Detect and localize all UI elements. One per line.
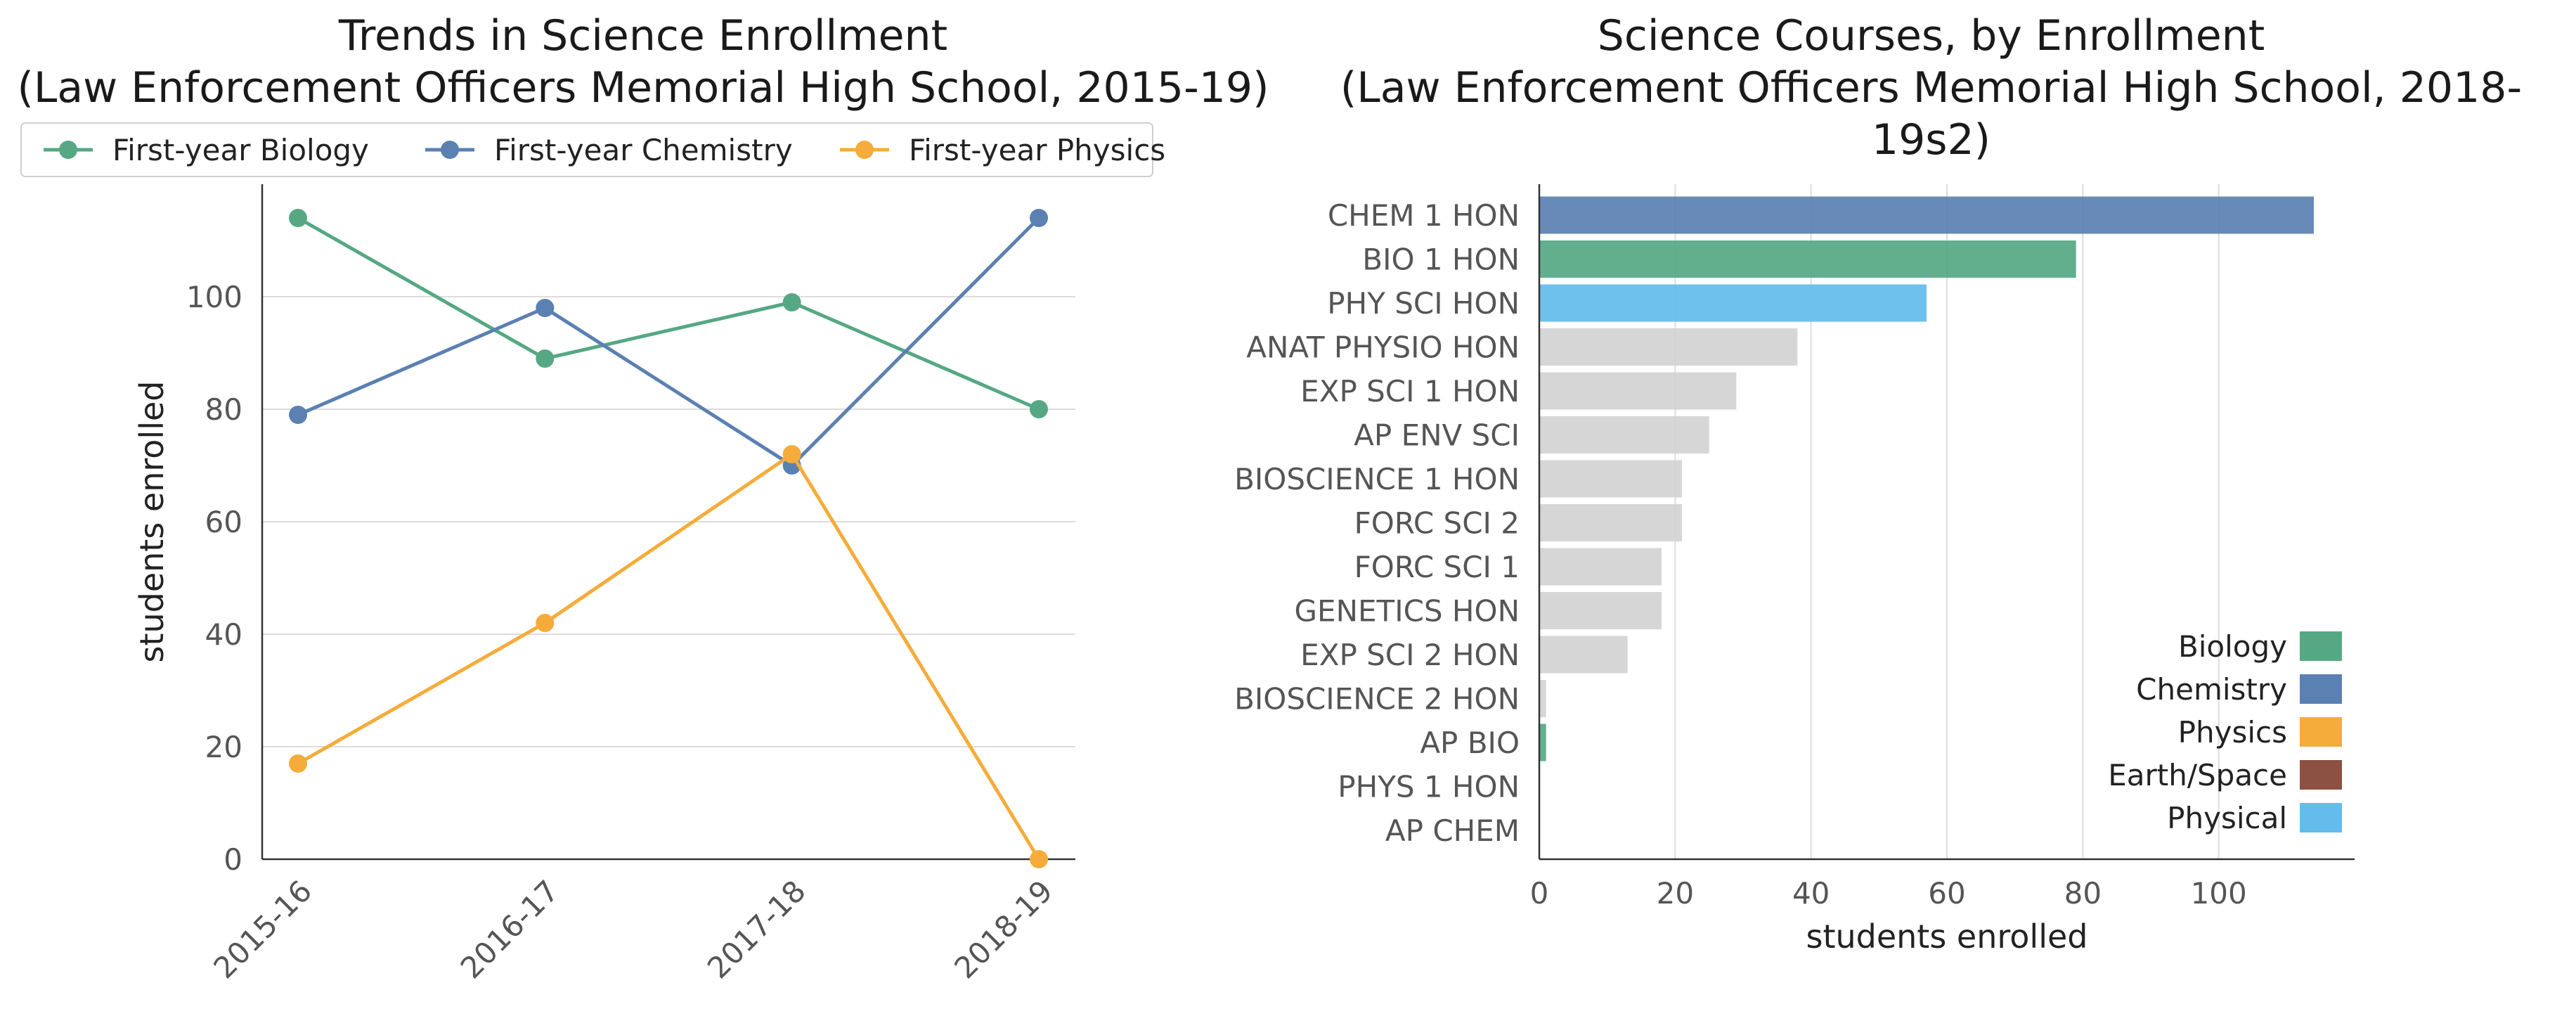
x-tick-label: 2017-18 — [701, 873, 813, 985]
y-tick-label: BIOSCIENCE 1 HON — [1234, 462, 1520, 496]
y-tick-label: BIO 1 HON — [1362, 243, 1520, 277]
x-tick-label: 2016-17 — [454, 873, 566, 985]
x-tick-label: 80 — [2064, 876, 2102, 911]
line-chart-title: Trends in Science Enrollment — [338, 11, 948, 60]
line-chart-title-block: Trends in Science Enrollment (Law Enforc… — [0, 10, 1286, 114]
bar — [1539, 636, 1628, 674]
legend-swatch-marker — [441, 141, 459, 159]
x-tick-label: 20 — [1657, 876, 1694, 911]
y-tick-label: 100 — [186, 280, 242, 314]
bar-chart-title-block: Science Courses, by Enrollment (Law Enfo… — [1286, 10, 2576, 166]
data-point — [536, 614, 555, 632]
legend-label: Biology — [2178, 629, 2287, 664]
legend-label: Earth/Space — [2108, 758, 2287, 792]
y-tick-label: 80 — [205, 392, 242, 427]
line-legend-box — [20, 122, 1153, 177]
x-axis-label: students enrolled — [1806, 918, 2088, 956]
legend-swatch — [2300, 803, 2342, 832]
y-tick-label: 40 — [205, 617, 242, 652]
bar — [1539, 504, 1682, 541]
bar — [1539, 240, 2076, 278]
bar — [1539, 592, 1662, 629]
x-tick-label: 0 — [1530, 876, 1549, 911]
y-tick-label: BIOSCIENCE 2 HON — [1234, 682, 1520, 716]
y-tick-label: PHY SCI HON — [1327, 286, 1520, 321]
y-tick-label: AP CHEM — [1385, 814, 1520, 848]
legend-label: First-year Physics — [909, 133, 1165, 167]
y-tick-label: FORC SCI 1 — [1354, 550, 1520, 584]
y-tick-label: AP ENV SCI — [1354, 418, 1520, 453]
y-tick-label: EXP SCI 1 HON — [1300, 374, 1520, 409]
bar-chart-subtitle: (Law Enforcement Officers Memorial High … — [1340, 63, 2523, 165]
y-tick-label: CHEM 1 HON — [1328, 198, 1520, 233]
legend-swatch-marker — [855, 141, 874, 159]
legend-label: Physical — [2167, 801, 2287, 835]
legend-label: Physics — [2178, 715, 2287, 750]
y-tick-label: 0 — [224, 842, 242, 877]
series-line — [297, 216, 1040, 411]
data-point — [1030, 400, 1048, 418]
legend-label: First-year Chemistry — [494, 133, 793, 167]
line-chart-subtitle: (Law Enforcement Officers Memorial High … — [17, 63, 1269, 112]
bar — [1539, 724, 1546, 761]
bar — [1539, 372, 1737, 410]
y-tick-label: 60 — [205, 505, 242, 539]
data-point — [289, 754, 307, 773]
x-tick-label: 2015-16 — [207, 873, 318, 985]
legend-swatch — [2300, 760, 2342, 790]
x-tick-label: 2018-19 — [947, 873, 1059, 985]
y-tick-label: ANAT PHYSIO HON — [1246, 330, 1520, 365]
bar — [1539, 196, 2314, 234]
bar — [1539, 284, 1927, 322]
data-point — [1030, 209, 1048, 227]
data-point — [289, 209, 307, 227]
data-point — [289, 406, 307, 424]
legend-label: First-year Biology — [112, 133, 369, 167]
y-tick-label: PHYS 1 HON — [1338, 770, 1520, 804]
legend-swatch — [2300, 631, 2342, 661]
data-point — [536, 349, 555, 368]
legend-swatch-marker — [59, 141, 77, 159]
bar — [1539, 328, 1798, 366]
y-tick-label: EXP SCI 2 HON — [1300, 638, 1520, 672]
data-point — [1030, 850, 1048, 868]
legend-label: Chemistry — [2136, 672, 2287, 707]
bar-chart-title: Science Courses, by Enrollment — [1597, 11, 2265, 60]
series-line — [297, 217, 1040, 468]
x-tick-label: 40 — [1792, 876, 1830, 911]
bar — [1539, 680, 1546, 717]
bar — [1539, 548, 1662, 586]
y-axis-label: students enrolled — [133, 381, 171, 663]
bar — [1539, 416, 1709, 454]
x-tick-label: 60 — [1928, 876, 1965, 911]
data-point — [782, 445, 801, 463]
y-tick-label: AP BIO — [1420, 726, 1520, 760]
bar — [1539, 460, 1682, 498]
legend-swatch — [2300, 717, 2342, 747]
y-tick-label: FORC SCI 2 — [1354, 506, 1520, 541]
x-tick-label: 100 — [2191, 876, 2247, 911]
y-tick-label: GENETICS HON — [1295, 594, 1520, 629]
data-point — [782, 293, 801, 311]
series-line — [297, 452, 1041, 861]
data-point — [536, 299, 555, 317]
y-tick-label: 20 — [205, 730, 242, 764]
legend-swatch — [2300, 674, 2342, 704]
